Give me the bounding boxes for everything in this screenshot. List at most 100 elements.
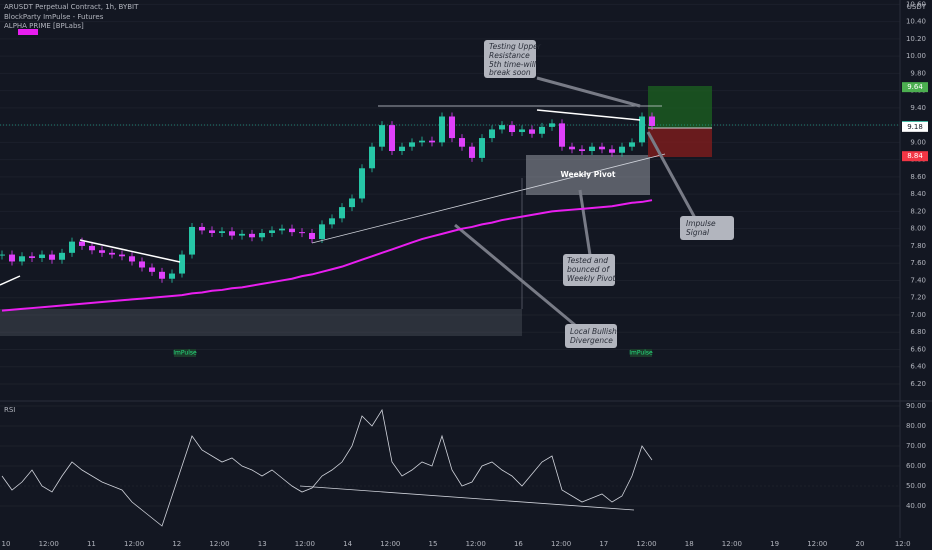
time-label: 12:00 — [39, 540, 59, 548]
price-tick-label: 10.00 — [906, 52, 926, 60]
price-tick-label: 8.20 — [910, 207, 926, 215]
price-tick-label: 10.40 — [906, 18, 926, 26]
candle-body — [219, 231, 225, 233]
price-tag — [902, 121, 928, 132]
candle-body — [609, 149, 615, 153]
pivot-zone — [526, 155, 650, 195]
callout: Local Bullish Divergence — [565, 324, 617, 348]
candle-body — [239, 233, 245, 236]
candle-body — [559, 123, 565, 147]
rsi-tick-label: 90.00 — [906, 402, 926, 410]
candle-body — [399, 146, 405, 152]
time-label: 12:00 — [551, 540, 571, 548]
time-label: 12:00 — [295, 540, 315, 548]
candle-body — [9, 254, 15, 262]
indicator-title: BlockParty ImPulse - Futures — [4, 13, 104, 21]
candle-body — [189, 226, 195, 255]
candle-body — [69, 241, 75, 253]
price-tick-label: 7.40 — [910, 276, 926, 284]
callout-arrow — [536, 76, 641, 108]
candle-body — [299, 232, 305, 234]
candle-body — [269, 230, 275, 233]
grid — [0, 3, 900, 507]
candle-body — [579, 149, 585, 152]
candle-body — [19, 256, 25, 262]
price-tick-label: 7.00 — [910, 311, 926, 319]
impulse-tag — [630, 349, 652, 357]
callout-text: Tested and — [567, 256, 608, 265]
callout-text: Divergence — [570, 336, 613, 345]
time-label: 10 — [2, 540, 11, 548]
callout-text: Weekly Pivot — [567, 274, 617, 283]
candle-body — [89, 245, 95, 251]
trend-stub — [0, 275, 21, 286]
time-label: 12:00 — [636, 540, 656, 548]
callout: Tested and bounced of Weekly Pivot — [563, 254, 617, 286]
symbol-title: ARUSDT Perpetual Contract, 1h, BYBIT — [4, 3, 139, 11]
candle-body — [109, 252, 115, 255]
callout-box — [484, 40, 536, 78]
candle-body — [479, 138, 485, 158]
candle-body — [489, 129, 495, 139]
pivot-label: Weekly Pivot — [561, 170, 616, 179]
callout-text: bounced of — [567, 265, 610, 274]
price-tick-label: 6.40 — [910, 363, 926, 371]
downtrend-line — [79, 239, 181, 263]
callout: Impulse Signal — [680, 216, 734, 240]
candle-body — [629, 142, 635, 147]
price-tag-label: 9.64 — [907, 83, 923, 91]
candle-body — [569, 146, 575, 150]
callout-box — [565, 324, 617, 348]
price-tick-label: 8.40 — [910, 190, 926, 198]
callout: Testing Upper Resistance 5th time-will b… — [484, 40, 542, 78]
time-label: 12:00 — [124, 540, 144, 548]
moving-average — [1, 199, 653, 312]
price-tick-label: 10.60 — [906, 0, 926, 8]
time-label: 18 — [685, 540, 694, 548]
support-zone — [0, 309, 522, 336]
candle-body — [509, 125, 515, 133]
rsi-tick-label: 60.00 — [906, 462, 926, 470]
candle-body — [639, 116, 645, 143]
candle-body — [169, 273, 175, 279]
indicator-badge — [18, 29, 38, 35]
price-tag — [902, 151, 928, 162]
impulse-tag-text: ImPulse — [173, 350, 197, 357]
rsi-tick-label: 70.00 — [906, 442, 926, 450]
rising-trendline — [311, 153, 666, 244]
price-tick-label: 8.60 — [910, 173, 926, 181]
price-tick-label: 7.60 — [910, 259, 926, 267]
candle-body — [39, 254, 45, 259]
callout-text: Testing Upper — [489, 42, 542, 51]
price-tick-label: 7.80 — [910, 242, 926, 250]
candle-body — [129, 256, 135, 262]
drawings — [0, 76, 697, 511]
candle-body — [449, 116, 455, 139]
candle-body — [99, 250, 105, 253]
time-label: 17 — [599, 540, 608, 548]
price-tag-label: 8.84 — [907, 152, 923, 160]
time-label: 12:00 — [722, 540, 742, 548]
candle-body — [179, 254, 185, 274]
candle-body — [459, 138, 465, 147]
candle-body — [329, 218, 335, 225]
local-downtrend — [536, 109, 641, 121]
time-label: 11 — [87, 540, 96, 548]
callout-arrow — [454, 223, 576, 327]
rsi-divergence-line — [299, 485, 635, 511]
candle-body — [319, 224, 325, 240]
time-label: 12:00 — [466, 540, 486, 548]
candle-body — [29, 256, 35, 259]
price-tick-label: 6.80 — [910, 328, 926, 336]
candle-body — [409, 142, 415, 147]
candles — [0, 112, 655, 283]
price-tick-label: 7.20 — [910, 294, 926, 302]
candle-body — [229, 231, 235, 236]
callout-arrow — [578, 189, 592, 256]
time-label: 20 — [856, 540, 865, 548]
time-label: 12:00 — [209, 540, 229, 548]
callout-text: break soon — [489, 68, 531, 77]
unit-label: USDT — [907, 3, 927, 11]
price-tick-label: 6.60 — [910, 345, 926, 353]
